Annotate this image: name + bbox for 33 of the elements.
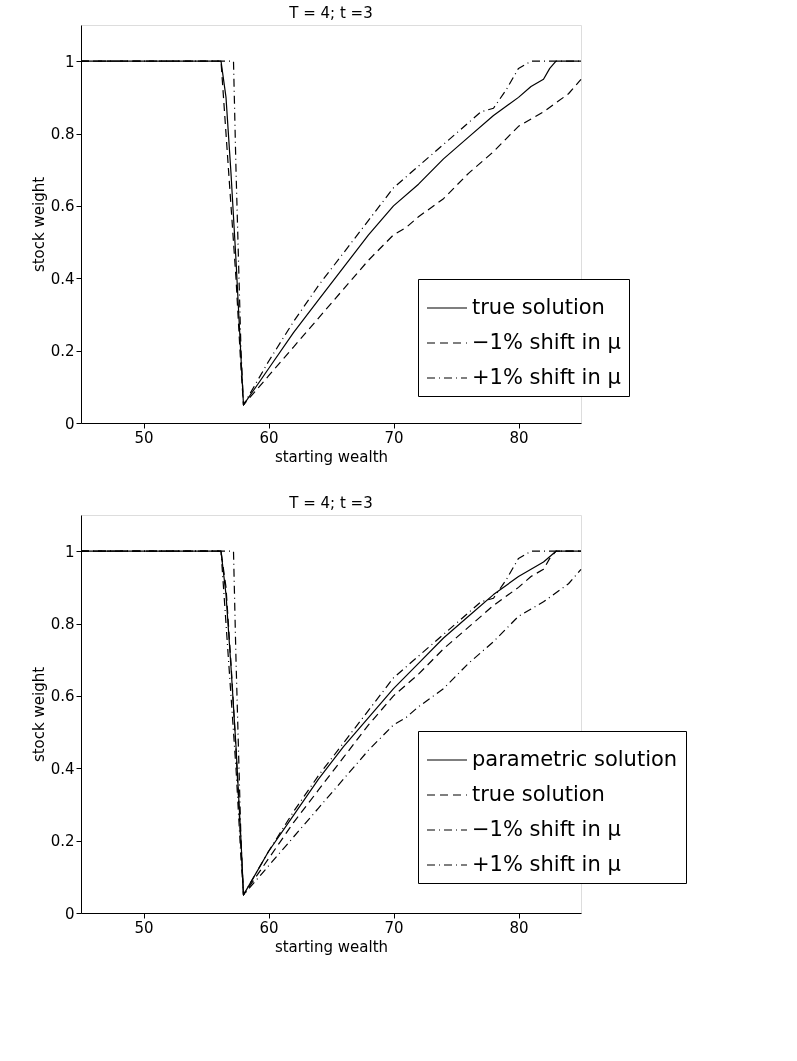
x-tick-label: 60 xyxy=(259,918,279,937)
y-tick-label: 1 xyxy=(64,52,75,71)
y-tick-label: 0.6 xyxy=(50,687,75,706)
y-tick-label: 0 xyxy=(64,414,75,433)
x-tick-label: 80 xyxy=(509,918,529,937)
y-tick-label: 1 xyxy=(64,542,75,561)
legend-label: true solution xyxy=(472,295,605,319)
x-tick-label: 50 xyxy=(134,918,154,937)
legend-label: +1% shift in μ xyxy=(472,365,621,389)
y-tick-label: 0.8 xyxy=(50,125,75,144)
x-tick-label: 70 xyxy=(384,428,404,447)
y-tick-label: 0.4 xyxy=(50,759,75,778)
x-tick-label: 50 xyxy=(134,428,154,447)
y-axis-title: stock weight xyxy=(29,176,48,273)
x-axis-title: starting wealth xyxy=(274,937,389,956)
legend-label: parametric solution xyxy=(472,747,678,771)
legend-label: −1% shift in μ xyxy=(472,817,621,841)
y-axis-title: stock weight xyxy=(29,666,48,763)
legend-label: +1% shift in μ xyxy=(472,852,621,876)
y-tick-label: 0.4 xyxy=(50,269,75,288)
y-tick-label: 0 xyxy=(64,904,75,923)
x-tick-label: 80 xyxy=(509,428,529,447)
y-tick-label: 0.8 xyxy=(50,615,75,634)
legend-label: true solution xyxy=(472,782,605,806)
y-tick-label: 0.2 xyxy=(50,832,75,851)
x-tick-label: 60 xyxy=(259,428,279,447)
x-tick-label: 70 xyxy=(384,918,404,937)
y-tick-label: 0.2 xyxy=(50,342,75,361)
chart-title: T = 4; t =3 xyxy=(288,4,373,22)
y-tick-label: 0.6 xyxy=(50,197,75,216)
legend-label: −1% shift in μ xyxy=(472,330,621,354)
x-axis-title: starting wealth xyxy=(274,447,389,466)
chart-title: T = 4; t =3 xyxy=(288,494,373,512)
